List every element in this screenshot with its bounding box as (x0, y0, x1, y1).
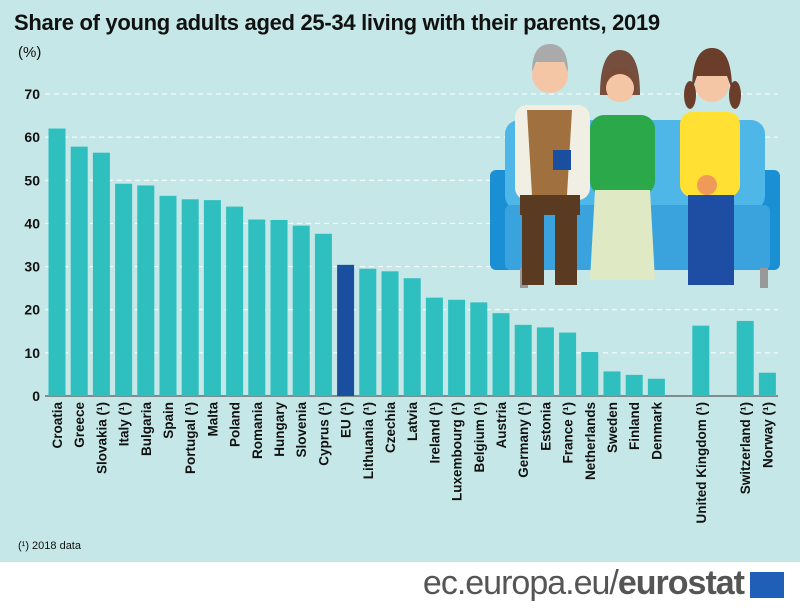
x-tick-label: Latvia (405, 402, 420, 442)
x-tick-label: Romania (250, 402, 265, 460)
eurostat-link[interactable]: ec.europa.eu/eurostat (422, 564, 745, 603)
x-tick-label: Luxembourg (¹) (450, 402, 465, 501)
bar (403, 278, 421, 396)
x-tick-label: Greece (72, 402, 87, 448)
x-tick-label: Croatia (50, 402, 65, 449)
bar (359, 268, 377, 396)
bar (159, 195, 177, 396)
bar (536, 327, 554, 396)
bar (203, 200, 221, 396)
eu-flag-icon (750, 572, 784, 598)
y-tick-label: 30 (24, 259, 40, 275)
bar (337, 264, 355, 396)
y-tick-label: 70 (24, 86, 40, 102)
x-tick-label: Poland (228, 402, 243, 447)
site-prefix: ec.europa.eu/ (422, 564, 619, 602)
x-tick-label: Sweden (605, 402, 620, 453)
bar (492, 313, 510, 396)
family-on-sofa-illustration (490, 44, 780, 288)
footnote: (¹) 2018 data (18, 540, 81, 552)
x-tick-label: United Kingdom (¹) (694, 402, 709, 523)
x-tick-label: EU (¹) (339, 402, 354, 438)
x-tick-label: Malta (205, 402, 220, 437)
y-axis-unit: (%) (18, 44, 42, 61)
bar (248, 219, 266, 396)
bar-chart: 0 10 20 30 40 50 60 70 Croatia Greece Slovakia (¹… (24, 44, 780, 523)
bar (514, 324, 532, 396)
bar (137, 185, 155, 396)
x-tick-label: Belgium (¹) (472, 402, 487, 473)
bar (115, 183, 133, 396)
x-tick-label: Cyprus (¹) (316, 402, 331, 466)
y-tick-label: 0 (32, 388, 40, 404)
bar (625, 374, 643, 396)
bar (270, 219, 288, 396)
y-tick-label: 40 (24, 215, 40, 231)
footer: ec.europa.eu/eurostat (0, 562, 800, 610)
bar (559, 332, 577, 396)
x-tick-label: Italy (¹) (117, 402, 132, 446)
bar (381, 271, 399, 396)
x-tick-label: Germany (¹) (516, 402, 531, 478)
x-tick-label: Lithuania (¹) (361, 402, 376, 479)
bar (647, 378, 665, 396)
bar (70, 146, 88, 396)
bar (181, 199, 199, 396)
x-tick-label: Ireland (¹) (427, 402, 442, 464)
bar (448, 299, 466, 396)
bar (758, 372, 776, 396)
bar (226, 206, 244, 396)
x-tick-label: Czechia (383, 402, 398, 454)
bar (48, 128, 66, 396)
x-tick-label: Slovenia (294, 402, 309, 458)
x-tick-label: Hungary (272, 402, 287, 457)
bar (292, 225, 310, 396)
bar (736, 320, 754, 396)
x-tick-label: Switzerland (¹) (738, 402, 753, 494)
x-tick-label: Slovakia (¹) (94, 402, 109, 474)
bar (425, 297, 443, 396)
chart-title: Share of young adults aged 25-34 living … (14, 10, 660, 35)
x-tick-label: Portugal (¹) (183, 402, 198, 474)
x-tick-label: Spain (161, 402, 176, 439)
x-tick-label: Norway (¹) (760, 402, 775, 468)
x-tick-label: Finland (627, 402, 642, 450)
x-tick-label: Estonia (538, 402, 553, 451)
x-tick-label: Netherlands (583, 402, 598, 480)
y-tick-label: 50 (24, 172, 40, 188)
x-tick-label: France (¹) (561, 402, 576, 464)
bar (603, 371, 621, 396)
x-tick-label: Bulgaria (139, 402, 154, 457)
x-tick-label: Denmark (649, 402, 664, 460)
y-tick-label: 10 (24, 345, 40, 361)
x-tick-label: Austria (494, 402, 509, 449)
bar (581, 351, 599, 396)
bar (470, 302, 488, 396)
site-brand: eurostat (617, 564, 745, 602)
y-tick-label: 20 (24, 302, 40, 318)
bar (692, 325, 710, 396)
bar (314, 233, 332, 396)
y-tick-label: 60 (24, 129, 40, 145)
bar (92, 152, 110, 396)
